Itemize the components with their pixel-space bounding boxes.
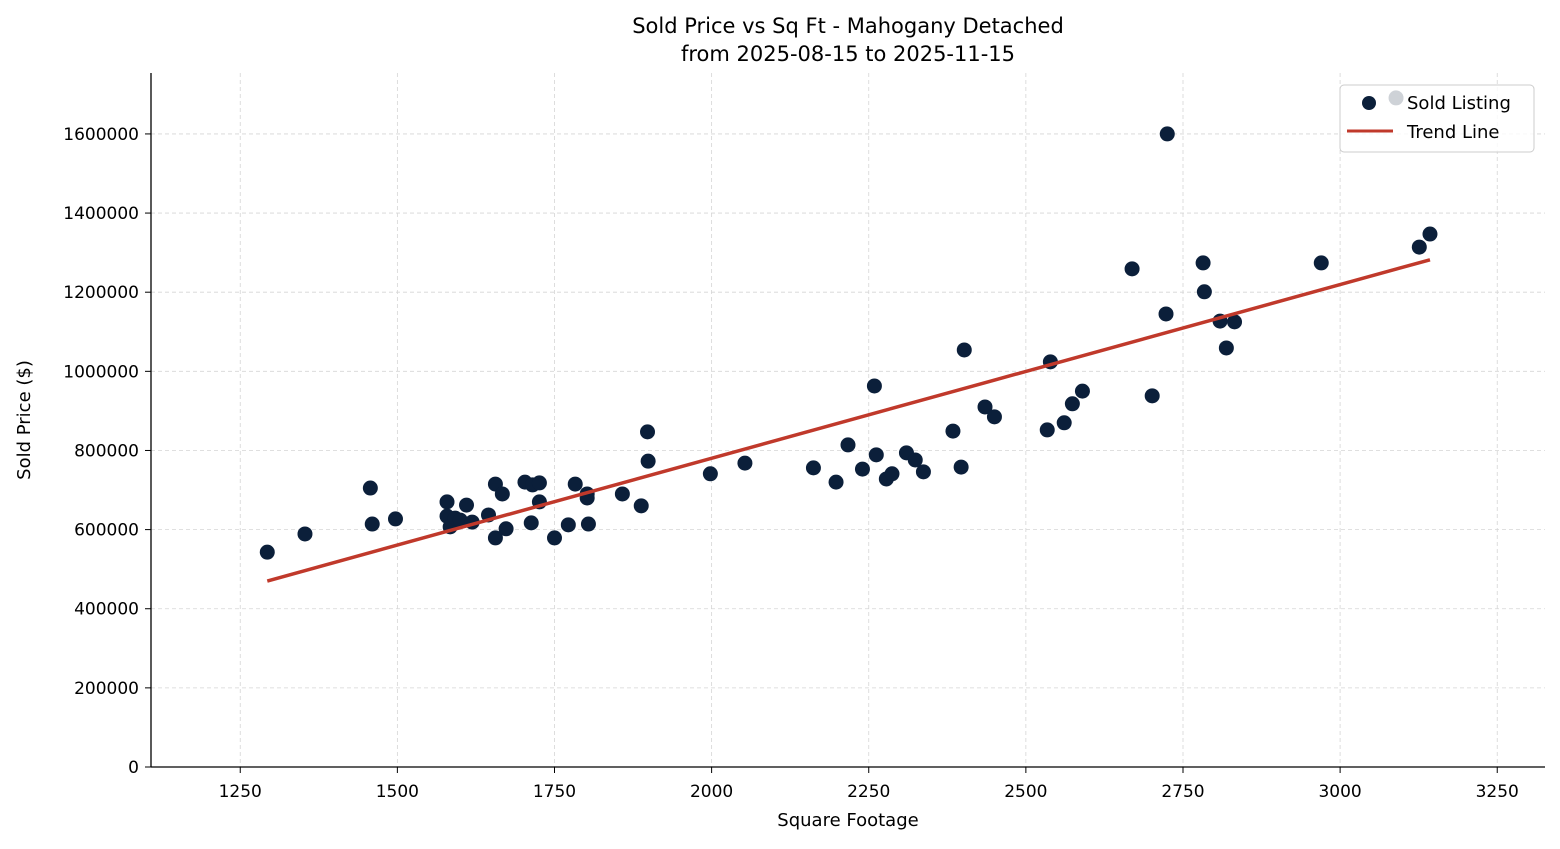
y-axis-label: Sold Price ($) (14, 360, 35, 480)
x-tick-label: 1750 (533, 782, 576, 802)
data-point (387, 511, 403, 527)
data-point (1159, 126, 1175, 142)
data-point (840, 437, 856, 453)
y-tick-label: 200000 (74, 679, 139, 699)
data-point (531, 475, 547, 491)
legend-marker-sold (1362, 96, 1376, 110)
legend-label-trend: Trend Line (1406, 122, 1500, 143)
data-point (805, 460, 821, 476)
data-point (1313, 255, 1329, 271)
data-point (546, 530, 562, 546)
data-point (297, 526, 313, 542)
data-point (1196, 284, 1212, 300)
data-point (1144, 388, 1160, 404)
data-point (452, 512, 468, 528)
y-tick-label: 0 (128, 758, 139, 778)
data-point (439, 494, 455, 510)
x-tick-label: 2000 (690, 782, 733, 802)
y-tick-label: 600000 (74, 521, 139, 541)
data-point (1218, 340, 1234, 356)
data-point (259, 544, 275, 560)
data-point (1064, 396, 1080, 412)
data-point (1039, 422, 1055, 438)
data-point (977, 399, 993, 415)
data-point (884, 466, 900, 482)
x-tick-label: 2750 (1161, 782, 1204, 802)
data-point (866, 378, 882, 394)
data-point (907, 452, 923, 468)
y-tick-label: 1000000 (63, 362, 139, 382)
data-point (1422, 226, 1438, 242)
y-tick-label: 800000 (74, 441, 139, 461)
x-tick-label: 2250 (847, 782, 890, 802)
data-point (702, 466, 718, 482)
data-point (1227, 314, 1243, 330)
ticks: 1250 1500 1750 2000 2250 2500 2750 3000 3250 0 200… (63, 125, 1519, 802)
y-tick-label: 400000 (74, 600, 139, 620)
data-point (1158, 306, 1174, 322)
data-point (633, 498, 649, 514)
data-point (494, 486, 510, 502)
data-point (362, 480, 378, 496)
data-point (1124, 261, 1140, 277)
data-point (1074, 383, 1090, 399)
data-point (854, 461, 870, 477)
legend: Sold Listing Trend Line (1339, 84, 1535, 153)
x-tick-label: 1250 (219, 782, 262, 802)
data-point (915, 464, 931, 480)
data-point (459, 497, 475, 513)
data-point (640, 453, 656, 469)
y-tick-label: 1200000 (63, 283, 139, 303)
y-tick-label: 1400000 (63, 204, 139, 224)
x-axis-label: Square Footage (777, 810, 918, 831)
marks (259, 90, 1438, 583)
data-point (487, 530, 503, 546)
legend-label-sold: Sold Listing (1407, 93, 1511, 114)
trend-line (266, 258, 1431, 583)
data-point (498, 521, 514, 537)
data-point (523, 515, 539, 531)
data-point (1056, 415, 1072, 431)
data-point (1411, 239, 1427, 255)
data-point (737, 455, 753, 471)
data-point (580, 516, 596, 532)
data-point (868, 447, 884, 463)
chart-subtitle: from 2025-08-15 to 2025-11-15 (681, 42, 1015, 66)
data-point (828, 474, 844, 490)
chart-title: Sold Price vs Sq Ft - Mahogany Detached (632, 14, 1064, 38)
x-tick-label: 1500 (376, 782, 419, 802)
data-point (364, 516, 380, 532)
data-point (640, 424, 656, 440)
data-point (953, 459, 969, 475)
data-point (945, 423, 961, 439)
x-tick-label: 2500 (1004, 782, 1047, 802)
data-point (1195, 255, 1211, 271)
data-point (986, 409, 1002, 425)
y-tick-label: 1600000 (63, 125, 139, 145)
data-point (567, 476, 583, 492)
data-point (614, 486, 630, 502)
x-tick-label: 3000 (1318, 782, 1361, 802)
x-tick-label: 3250 (1476, 782, 1519, 802)
data-point (560, 517, 576, 533)
data-point (956, 342, 972, 358)
